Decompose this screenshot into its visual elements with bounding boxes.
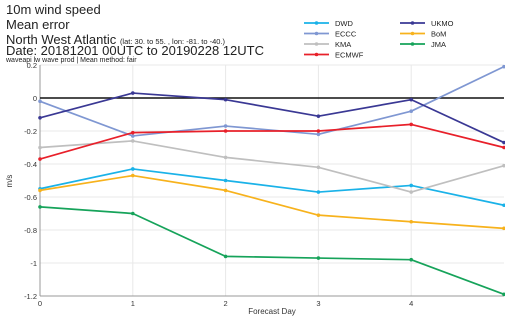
chart-region: North West Atlantic (lat: 30. to 55. , l…: [6, 32, 225, 47]
x-tick-label: 0: [38, 299, 42, 308]
chart-metric: Mean error: [6, 17, 70, 32]
legend-label-kma: KMA: [335, 40, 351, 49]
data-point-dwd: [131, 167, 135, 171]
legend-label-ukmo: UKMO: [431, 19, 454, 28]
data-point-ukmo: [223, 97, 228, 102]
data-point-jma: [502, 292, 505, 297]
data-point-ecmwf: [38, 157, 42, 161]
series-line-ukmo: [39, 92, 505, 144]
y-tick-label: 0.2: [27, 61, 37, 70]
data-point-ecmwf: [502, 145, 505, 150]
x-tick-label: 4: [409, 299, 413, 308]
data-point-ecmwf: [316, 129, 321, 133]
y-tick-label: -0.8: [24, 226, 37, 235]
x-axis-title: Forecast Day: [248, 307, 296, 316]
data-point-bom: [223, 188, 228, 193]
data-point-kma: [223, 155, 228, 160]
data-point-dwd: [409, 183, 414, 188]
data-point-ukmo: [131, 91, 135, 95]
data-point-ukmo: [38, 116, 42, 120]
data-point-dwd: [223, 178, 228, 183]
data-point-kma: [409, 190, 414, 194]
legend-label-jma: JMA: [431, 40, 446, 49]
data-point-jma: [316, 256, 321, 260]
data-point-jma: [38, 205, 42, 209]
data-point-jma: [223, 254, 228, 259]
data-point-bom: [316, 213, 321, 217]
legend-marker-dwd: [314, 21, 319, 25]
data-point-bom: [38, 188, 42, 193]
data-point-ecmwf: [409, 122, 414, 127]
data-point-kma: [131, 139, 135, 143]
chart-date: Date: 20181201 00UTC to 20190228 12UTC: [6, 43, 265, 58]
y-axis-title: m/s: [5, 175, 14, 188]
y-tick-label: -1.2: [24, 292, 37, 301]
data-point-eccc: [409, 109, 414, 113]
legend-marker-eccc: [314, 31, 319, 36]
data-point-eccc: [38, 99, 42, 104]
data-point-kma: [38, 145, 42, 150]
y-tick-label: -1: [30, 259, 37, 268]
data-point-ecmwf: [131, 130, 135, 135]
y-tick-label: -0.4: [24, 160, 37, 169]
data-point-bom: [131, 173, 135, 178]
legend-marker-kma: [314, 42, 319, 46]
series-line-kma: [39, 140, 505, 193]
legend-label-ecmwf: ECMWF: [335, 51, 364, 60]
data-point-eccc: [223, 124, 228, 128]
data-point-eccc: [131, 134, 135, 138]
data-point-bom: [409, 219, 414, 224]
series-line-ecmwf: [39, 123, 505, 160]
x-tick-label: 3: [316, 299, 320, 308]
data-point-jma: [131, 211, 135, 216]
region-bounds: (lat: 30. to 55. , lon: -81. to -40.): [119, 37, 225, 46]
chart-subtitle: waveapi lw wave prod | Mean method: fair: [6, 57, 137, 64]
data-point-dwd: [316, 190, 321, 194]
y-tick-label: -0.6: [24, 193, 37, 202]
data-point-ecmwf: [223, 129, 228, 133]
data-point-kma: [316, 165, 321, 170]
data-point-dwd: [502, 203, 505, 208]
data-point-kma: [502, 163, 505, 168]
data-point-ukmo: [316, 114, 321, 118]
x-tick-label: 1: [131, 299, 135, 308]
data-point-ukmo: [502, 140, 505, 145]
series-line-jma: [39, 206, 505, 296]
legend-marker-jma: [410, 42, 415, 46]
legend-marker-ukmo: [410, 21, 415, 25]
y-tick-label: 0: [33, 94, 37, 103]
x-tick-label: 2: [224, 299, 228, 308]
legend-label-eccc: ECCC: [335, 30, 357, 39]
legend-marker-bom: [410, 31, 415, 36]
data-point-ukmo: [409, 97, 414, 102]
legend-marker-ecmwf: [314, 52, 319, 57]
data-point-bom: [502, 226, 505, 231]
legend-label-dwd: DWD: [335, 19, 353, 28]
series-line-bom: [39, 174, 505, 230]
data-point-eccc: [316, 132, 321, 137]
region-name: North West Atlantic: [6, 32, 117, 47]
series-line-eccc: [39, 65, 505, 137]
legend-label-bom: BoM: [431, 30, 446, 39]
chart-title: 10m wind speed: [6, 2, 101, 17]
data-point-jma: [409, 257, 414, 262]
y-tick-label: -0.2: [24, 127, 37, 136]
series-line-dwd: [39, 168, 505, 207]
data-point-eccc: [502, 64, 505, 69]
